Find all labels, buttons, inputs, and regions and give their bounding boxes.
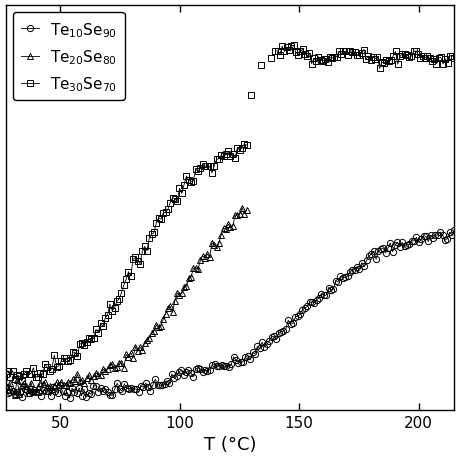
Te$_{10}$Se$_{90}$: [133, 386, 139, 392]
Te$_{30}$Se$_{70}$: [181, 182, 186, 188]
Te$_{30}$Se$_{70}$: [19, 379, 24, 384]
Te$_{20}$Se$_{80}$: [179, 291, 184, 297]
Te$_{30}$Se$_{70}$: [3, 371, 8, 377]
Te$_{30}$Se$_{70}$: [241, 142, 246, 147]
Te$_{10}$Se$_{90}$: [67, 395, 72, 401]
Te$_{20}$Se$_{80}$: [98, 373, 103, 378]
Te$_{30}$Se$_{70}$: [243, 143, 249, 148]
Te$_{10}$Se$_{90}$: [50, 384, 56, 390]
Te$_{10}$Se$_{90}$: [451, 228, 456, 234]
Te$_{20}$Se$_{80}$: [3, 384, 8, 389]
Te$_{30}$Se$_{70}$: [179, 191, 184, 197]
Te$_{10}$Se$_{90}$: [109, 392, 115, 398]
X-axis label: T (°C): T (°C): [203, 436, 256, 453]
Te$_{30}$Se$_{70}$: [5, 368, 11, 374]
Te$_{20}$Se$_{80}$: [109, 361, 115, 367]
Te$_{10}$Se$_{90}$: [209, 362, 214, 368]
Te$_{20}$Se$_{80}$: [181, 285, 186, 290]
Te$_{20}$Se$_{80}$: [38, 381, 43, 386]
Line: Te$_{30}$Se$_{70}$: Te$_{30}$Se$_{70}$: [2, 141, 249, 384]
Te$_{10}$Se$_{90}$: [230, 354, 236, 360]
Te$_{30}$Se$_{70}$: [38, 371, 43, 376]
Line: Te$_{10}$Se$_{90}$: Te$_{10}$Se$_{90}$: [2, 228, 457, 401]
Te$_{10}$Se$_{90}$: [3, 384, 8, 390]
Te$_{20}$Se$_{80}$: [12, 392, 17, 397]
Te$_{30}$Se$_{70}$: [109, 308, 115, 313]
Te$_{20}$Se$_{80}$: [239, 205, 244, 211]
Te$_{20}$Se$_{80}$: [243, 208, 249, 213]
Te$_{20}$Se$_{80}$: [5, 387, 11, 393]
Line: Te$_{20}$Se$_{80}$: Te$_{20}$Se$_{80}$: [2, 205, 249, 398]
Te$_{10}$Se$_{90}$: [140, 385, 146, 390]
Te$_{30}$Se$_{70}$: [98, 320, 103, 326]
Legend: Te$_{10}$Se$_{90}$, Te$_{20}$Se$_{80}$, Te$_{30}$Se$_{70}$: Te$_{10}$Se$_{90}$, Te$_{20}$Se$_{80}$, …: [13, 13, 124, 101]
